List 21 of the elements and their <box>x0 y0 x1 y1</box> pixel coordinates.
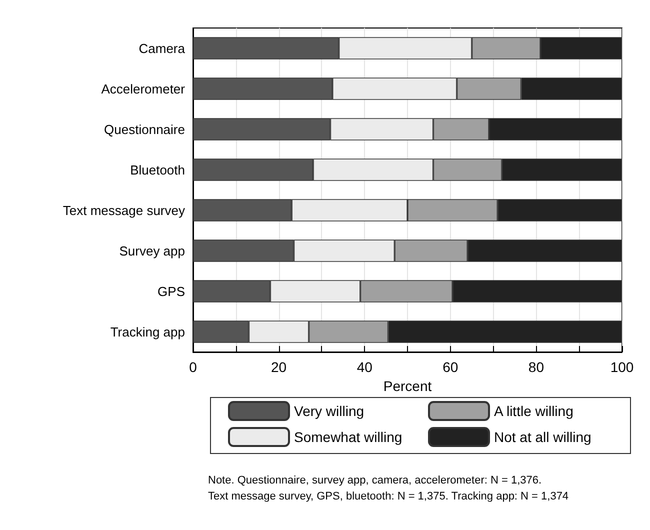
legend-label: Very willing <box>294 403 364 419</box>
y-tick-label: GPS <box>158 284 186 299</box>
y-tick-label: Tracking app <box>110 324 185 340</box>
y-tick-label: Survey app <box>119 243 185 258</box>
legend-label: A little willing <box>494 403 574 419</box>
x-tick-label: 60 <box>442 359 458 375</box>
x-tick-label: 100 <box>610 359 634 375</box>
y-tick-label: Accelerometer <box>101 81 186 96</box>
y-tick-label: Bluetooth <box>130 162 185 178</box>
text: Text message survey, GPS, bluetooth: N = 1,375. Tracking app: N = 1,374 <box>208 490 569 502</box>
x-tick-label: 0 <box>189 359 198 375</box>
legend-label: Somewhat willing <box>294 429 402 445</box>
legend-label: Not at all willing <box>494 429 592 445</box>
x-tick-label: 20 <box>271 359 287 375</box>
x-tick-label: 40 <box>356 359 373 375</box>
x-axis-title: Percent <box>383 378 432 394</box>
y-tick-label: Camera <box>138 40 186 56</box>
text: Note. Questionnaire, survey app, camera, accelerometer: N = 1,376. <box>208 474 542 486</box>
y-tick-label: Text message survey <box>62 202 186 218</box>
x-tick-label: 80 <box>528 359 544 375</box>
y-tick-label: Questionnaire <box>104 122 185 137</box>
